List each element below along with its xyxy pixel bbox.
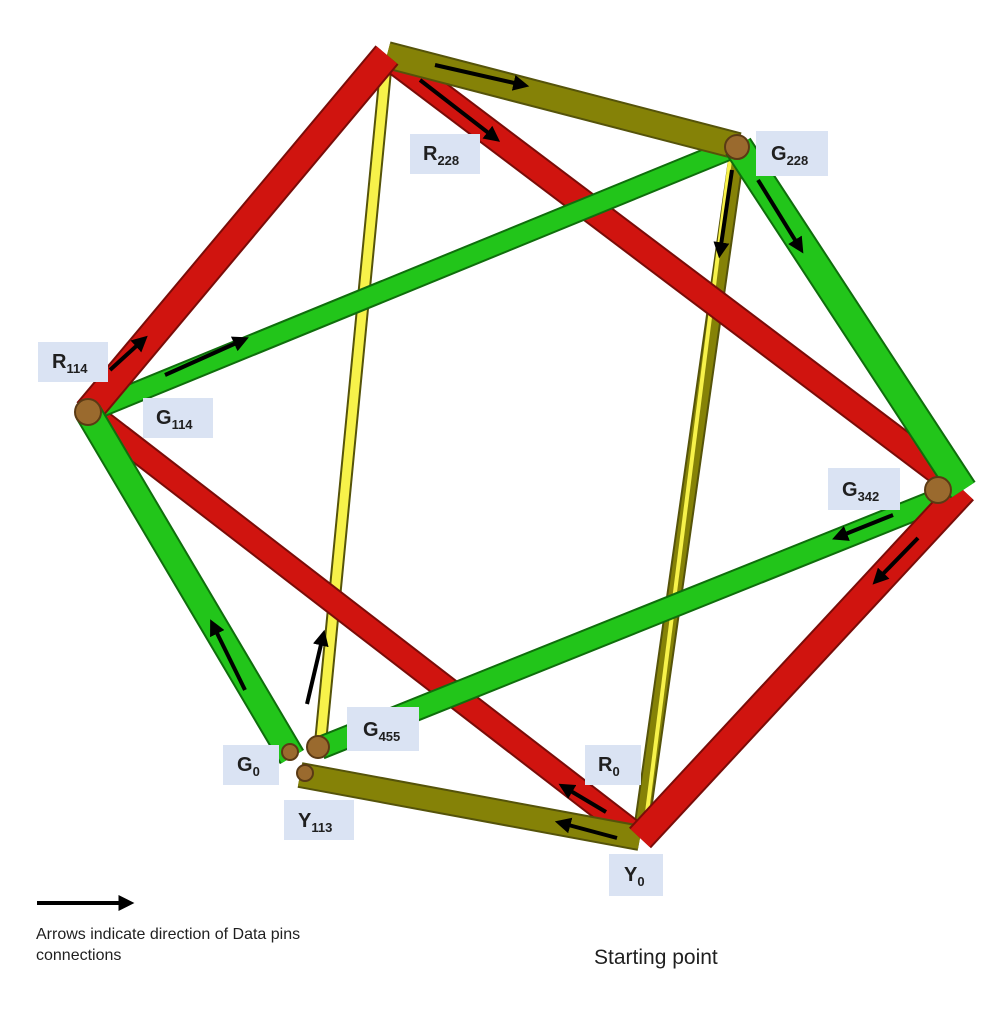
svg-text:R228: R228 bbox=[423, 143, 459, 168]
starting-point-caption: Starting point bbox=[594, 946, 718, 969]
green-strut-left-to-g0 bbox=[75, 404, 305, 765]
arrow-r114 bbox=[108, 335, 148, 372]
svg-text:G0: G0 bbox=[237, 754, 260, 779]
label-g342: G342 bbox=[828, 468, 900, 510]
legend-caption: Arrows indicate direction of Data pins c… bbox=[36, 926, 301, 964]
olive-strut-top-to-g228 bbox=[383, 41, 742, 160]
red-strut-left-to-top-body bbox=[78, 46, 397, 421]
arrow-top-olive bbox=[434, 63, 530, 91]
joint-right bbox=[924, 476, 952, 504]
arrow-layer bbox=[108, 63, 920, 840]
svg-text:R114: R114 bbox=[52, 351, 88, 376]
joint-g0 bbox=[281, 743, 299, 761]
label-r0: R0 bbox=[585, 745, 641, 785]
arrow-g342 bbox=[832, 513, 894, 541]
arrow-yellow-up bbox=[305, 629, 329, 705]
arrow-g228-down bbox=[713, 169, 734, 259]
svg-text:G114: G114 bbox=[156, 407, 193, 432]
green-strut-right-to-g455-body bbox=[316, 480, 967, 758]
svg-text:R0: R0 bbox=[598, 754, 620, 779]
joint-g455 bbox=[306, 735, 330, 759]
yellow-strut-left-body bbox=[315, 54, 392, 749]
joint-left bbox=[74, 398, 102, 426]
green-strut-g228-to-right-body bbox=[727, 138, 974, 498]
red-strut-left-to-y0-body bbox=[81, 403, 647, 847]
green-strut-left-to-g0-body bbox=[77, 405, 303, 764]
olive-strut-top-to-g228-body bbox=[383, 43, 742, 158]
svg-text:G228: G228 bbox=[771, 143, 808, 168]
svg-text:Y113: Y113 bbox=[298, 810, 332, 835]
label-r114: R114 bbox=[38, 342, 108, 382]
strut-layer bbox=[75, 41, 976, 851]
label-y113: Y113 bbox=[284, 800, 354, 840]
arrow-g228-right bbox=[756, 178, 804, 254]
arrow-r228 bbox=[418, 78, 501, 142]
green-strut-left-to-g228-body bbox=[84, 137, 742, 421]
arrow-right-red bbox=[872, 536, 920, 585]
svg-text:G455: G455 bbox=[363, 719, 400, 744]
label-y0: Y0 bbox=[609, 854, 663, 896]
arrow-y0 bbox=[554, 817, 618, 840]
svg-text:Y0: Y0 bbox=[624, 864, 645, 889]
svg-text:G342: G342 bbox=[842, 479, 879, 504]
label-layer: R114 G114 R228 G228 G342 G455 G0 R0 bbox=[38, 131, 900, 896]
green-strut-g228-to-right bbox=[725, 137, 976, 499]
label-g0: G0 bbox=[223, 745, 279, 785]
yellow-highlight-right bbox=[643, 159, 732, 829]
arrow-g114 bbox=[164, 336, 249, 377]
red-strut-left-to-y0 bbox=[80, 401, 648, 849]
green-strut-right-to-g455 bbox=[315, 478, 968, 760]
red-strut-left-to-top bbox=[76, 45, 399, 422]
green-strut-left-to-g228 bbox=[83, 135, 743, 423]
arrow-r0 bbox=[558, 783, 608, 814]
label-g455: G455 bbox=[347, 707, 419, 751]
joint-g228 bbox=[724, 134, 750, 160]
yellow-strut-left bbox=[313, 54, 394, 749]
arrow-g0-up bbox=[210, 619, 247, 691]
label-g228: G228 bbox=[756, 131, 828, 176]
label-g114: G114 bbox=[143, 398, 213, 438]
label-r228: R228 bbox=[410, 134, 480, 174]
joint-layer bbox=[74, 134, 952, 782]
joint-y113 bbox=[296, 764, 314, 782]
